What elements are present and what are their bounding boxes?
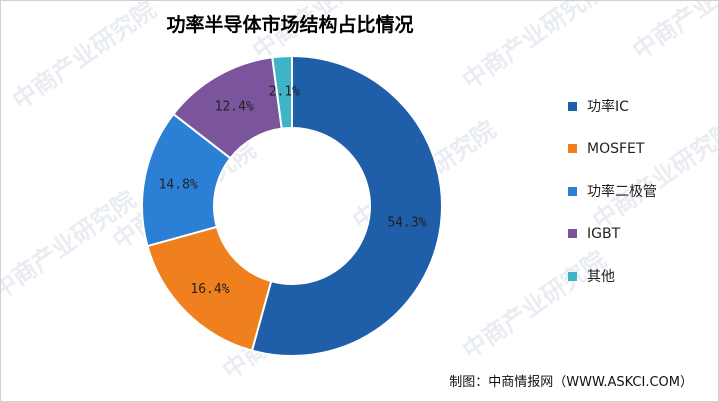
donut-slice <box>271 54 293 130</box>
legend-label: 其他 <box>587 269 615 285</box>
slice-value-label: 16.4% <box>190 282 229 297</box>
legend-item: 功率IC <box>568 96 657 116</box>
legend-item: IGBT <box>568 224 657 244</box>
chart-title: 功率半导体市场结构占比情况 <box>166 14 414 36</box>
slice-value-label: 14.8% <box>159 178 198 193</box>
legend-swatch <box>568 101 577 111</box>
donut-slice <box>146 225 273 352</box>
legend-swatch <box>568 186 577 196</box>
legend-swatch <box>568 229 577 238</box>
legend-item: 其他 <box>568 266 657 286</box>
legend: 功率IC MOSFET 功率二极管 IGBT 其他 <box>568 96 657 309</box>
slice-value-label: 2.1% <box>269 84 300 99</box>
legend-item: 功率二极管 <box>568 181 657 201</box>
source-credit: 制图：中商情报网（WWW.ASKCI.COM） <box>449 375 693 390</box>
donut-slice <box>250 54 443 357</box>
legend-label: MOSFET <box>587 140 645 157</box>
slice-value-label: 54.3% <box>387 216 426 231</box>
legend-label: 功率二极管 <box>587 184 657 200</box>
slice-value-label: 12.4% <box>215 99 254 114</box>
legend-label: IGBT <box>587 225 621 242</box>
legend-swatch <box>568 271 577 281</box>
legend-item: MOSFET <box>568 139 657 159</box>
legend-label: 功率IC <box>587 99 629 115</box>
legend-swatch <box>568 144 577 153</box>
